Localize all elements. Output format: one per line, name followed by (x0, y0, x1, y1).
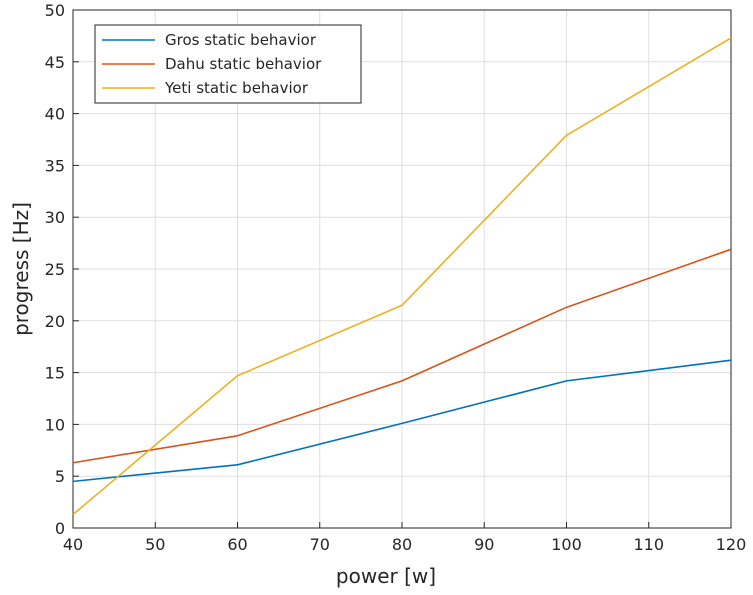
series-layer (72, 37, 732, 516)
y-tick-label: 45 (45, 53, 65, 72)
x-tick-label: 70 (310, 535, 330, 554)
y-tick-label: 50 (45, 1, 65, 20)
y-tick-label: 30 (45, 208, 65, 227)
series-line-dahu (72, 248, 732, 464)
legend: Gros static behavior Dahu static behavior… (94, 24, 362, 104)
legend-entry-label: Dahu static behavior (165, 55, 322, 73)
y-tick-label: 15 (45, 364, 65, 383)
y-tick-label: 35 (45, 156, 65, 175)
x-tick-label: 120 (716, 535, 747, 554)
tick-labels: 40 50 60 70 80 90 100 110 120 0 5 10 15 20 25 30 35 40 45 5… (45, 1, 747, 554)
x-tick-label: 40 (63, 535, 83, 554)
y-tick-label: 20 (45, 312, 65, 331)
y-tick-label: 5 (55, 467, 65, 486)
x-axis-label: power [w] (336, 564, 436, 588)
series-line-yeti (72, 37, 732, 516)
x-tick-label: 110 (633, 535, 664, 554)
series-line-gros (72, 359, 732, 483)
legend-entry-label: Yeti static behavior (164, 79, 309, 97)
y-axis-label: progress [Hz] (9, 202, 33, 336)
y-tick-label: 40 (45, 105, 65, 124)
x-tick-label: 80 (392, 535, 412, 554)
x-tick-label: 90 (474, 535, 494, 554)
y-tick-label: 0 (55, 519, 65, 538)
y-tick-label: 25 (45, 260, 65, 279)
x-tick-label: 50 (145, 535, 165, 554)
y-tick-label: 10 (45, 415, 65, 434)
legend-entry-label: Gros static behavior (165, 31, 317, 49)
x-tick-label: 100 (551, 535, 582, 554)
x-tick-label: 60 (227, 535, 247, 554)
